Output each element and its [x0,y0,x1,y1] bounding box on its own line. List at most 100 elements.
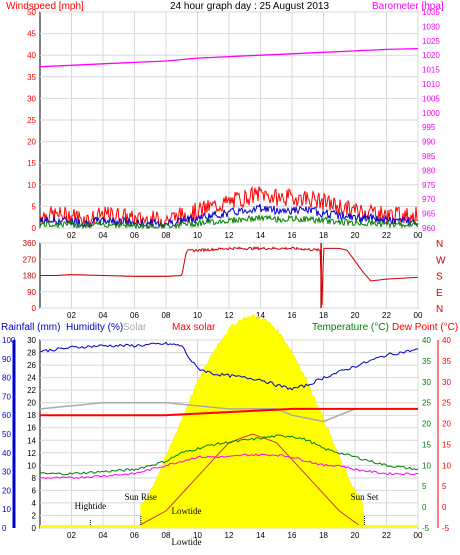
rainfall-tick-label: 28 [27,349,36,358]
panel1-x-tick-label: 18 [319,231,328,240]
compass-tick-label: S [436,272,443,283]
rainfall-tick-label: 26 [27,361,36,370]
panel3-x-tick-label: 16 [288,531,297,540]
barometer-tick-label: 1020 [422,51,440,60]
rainfall-tick-label: 8 [32,474,37,483]
panel1-x-tick-label: 06 [130,231,139,240]
wind-gust-line [39,185,419,230]
wind-average-line [39,214,418,230]
rainfall-axis-label: Rainfall (mm) [1,322,60,333]
temperature-tick-label: -5 [422,524,430,533]
temperature-tick-label: 20 [422,420,431,429]
barometer-tick-label: 1025 [422,37,440,46]
temperature-tick-label: 15 [422,440,431,449]
windspeed-tick-label: 30 [27,94,36,103]
dew-point-tick-label: -5 [442,524,450,533]
humidity-line [39,341,419,391]
panel1-x-tick-label: 14 [256,231,265,240]
temperature-tick-label: 5 [422,482,427,491]
direction-tick-label: 360 [23,239,37,248]
panel2-x-tick-label: 16 [288,311,297,320]
humidity-tick-label: 0 [2,524,7,533]
panel1-x-tick-label: 02 [67,231,76,240]
solar-axis-label: Solar [123,322,147,333]
temperature-tick-label: 25 [422,399,431,408]
panel3-x-tick-label: 18 [319,531,328,540]
barometer-tick-label: 960 [422,224,436,233]
barometer-tick-label: 1035 [422,8,440,17]
graph-title: 24 hour graph day : 25 August 2013 [170,1,329,12]
compass-tick-label: W [436,255,446,266]
panel2-x-tick-label: 20 [351,311,360,320]
barometer-axis-label: Barometer [hpa] [372,1,444,12]
panel1-x-tick-label: 04 [99,231,108,240]
wind-speed-line [39,203,419,228]
humidity-tick-label: 90 [2,355,11,364]
barometer-tick-label: 995 [422,123,436,132]
panel1-x-tick-label: 10 [193,231,202,240]
panel1-x-tick-label: 20 [351,231,360,240]
direction-tick-label: 180 [23,272,37,281]
dew-point-axis-label: Dew Point (°C) [392,322,458,333]
windspeed-tick-label: 40 [27,51,36,60]
panel2-x-tick-label: 10 [193,311,202,320]
dew-point-tick-label: 15 [442,440,451,449]
barometer-tick-label: 1015 [422,66,440,75]
temperature-tick-label: 30 [422,378,431,387]
panel2-x-tick-label: 22 [382,311,391,320]
rainfall-tick-label: 0 [32,524,37,533]
panel3-x-tick-label: 08 [162,531,171,540]
barometer-tick-label: 1010 [422,80,440,89]
dew-point-tick-label: 35 [442,357,451,366]
panel3-x-tick-label: 10 [193,531,202,540]
panel3-x-tick-label: 20 [351,531,360,540]
barometer-tick-label: 990 [422,138,436,147]
temperature-tick-label: 40 [422,336,431,345]
temperature-axis-label: Temperature (°C) [312,322,389,333]
dew-point-tick-label: 25 [442,399,451,408]
panel2-x-tick-label: 04 [99,311,108,320]
barometer-tick-label: 965 [422,210,436,219]
humidity-tick-label: 80 [2,374,11,383]
panel2-x-tick-label: 18 [319,311,328,320]
windspeed-tick-label: 45 [27,30,36,39]
compass-tick-label: N [436,239,443,250]
windspeed-tick-label: 10 [27,181,36,190]
rainfall-tick-label: 20 [27,399,36,408]
direction-tick-label: 0 [32,304,37,313]
barometer-tick-label: 975 [422,181,436,190]
dew-point-tick-label: 30 [442,378,451,387]
humidity-tick-label: 60 [2,411,11,420]
barometer-line [39,47,419,68]
lowtide-axis-label: Lowtide [171,537,201,547]
rainfall-tick-label: 24 [27,374,36,383]
humidity-tick-label: 40 [2,449,11,458]
lowtide-label: Lowtide [171,506,201,516]
barometer-tick-label: 980 [422,166,436,175]
max-solar-axis-label: Max solar [172,322,216,333]
rainfall-tick-label: 14 [27,436,36,445]
windspeed-tick-label: 50 [27,8,36,17]
wind-direction-line [40,246,419,306]
windspeed-tick-label: 35 [27,73,36,82]
dew-point-tick-label: 5 [442,482,447,491]
max-solar-line [40,407,418,417]
windspeed-tick-label: 20 [27,138,36,147]
panel3-x-tick-label: 02 [67,531,76,540]
panel3-x-tick-label: 12 [225,531,234,540]
compass-tick-label: E [436,288,443,299]
rainfall-tick-label: 10 [27,461,36,470]
humidity-axis-label: Humidity (%) [66,322,123,333]
direction-tick-label: 90 [27,288,36,297]
dew-point-tick-label: 0 [442,503,447,512]
humidity-tick-label: 10 [2,505,11,514]
panel1-x-tick-label: 16 [288,231,297,240]
rainfall-tick-label: 2 [32,511,37,520]
temperature-tick-label: 0 [422,503,427,512]
panel2-x-tick-label: 06 [130,311,139,320]
panel3-x-tick-label: 00 [414,531,423,540]
humidity-tick-label: 20 [2,486,11,495]
humidity-tick-label: 100 [2,336,16,345]
panel3-x-tick-label: 06 [130,531,139,540]
